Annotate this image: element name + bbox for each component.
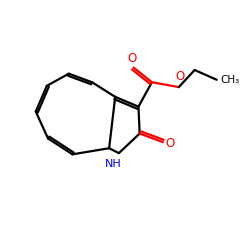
- Text: O: O: [166, 137, 175, 150]
- Text: CH₃: CH₃: [220, 75, 240, 85]
- Text: O: O: [127, 52, 136, 64]
- Text: NH: NH: [105, 159, 122, 169]
- Text: O: O: [176, 70, 184, 83]
